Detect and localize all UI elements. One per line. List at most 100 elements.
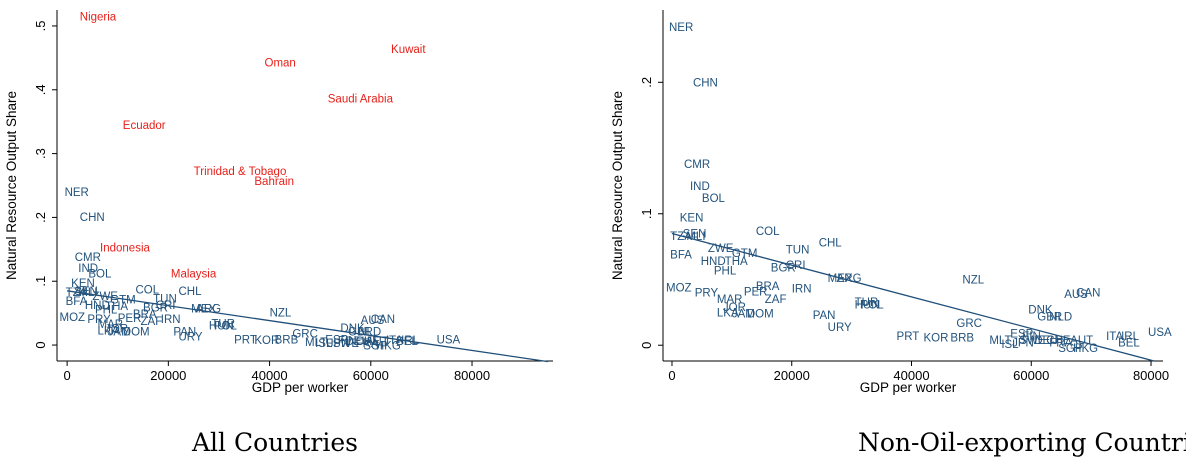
point-label-irl: IRL: [1121, 331, 1140, 343]
point-label-usa: USA: [1148, 327, 1172, 339]
point-label-deu: DEU: [345, 336, 369, 348]
point-label-hnd: HND: [85, 300, 110, 312]
x-tick-label: 20000: [150, 368, 186, 383]
point-label-mli: MLI: [686, 231, 705, 243]
point-label-swe: SWE: [333, 338, 360, 350]
point-label-hkg: HKG: [1073, 343, 1098, 355]
point-label-oman: Oman: [265, 57, 296, 69]
point-label-jor: JOR: [105, 323, 128, 335]
chart-non-oil-exporting-countries: 0 20000 40000 60000 80000 0 .1 .2 GDP per worker…: [610, 10, 1186, 457]
y-tick-label: 0: [33, 341, 48, 348]
point-label-aus: AUS: [361, 315, 385, 327]
point-label-irn: IRN: [792, 284, 812, 296]
point-label-esp: ESP: [325, 334, 348, 346]
x-tick-label: 20000: [774, 368, 810, 383]
point-label-cmr: CMR: [75, 252, 101, 264]
point-label-pol: POL: [861, 299, 885, 311]
y-tick-label: .2: [33, 212, 48, 223]
point-label-chn: CHN: [693, 77, 718, 89]
point-label-chn: CHN: [80, 212, 105, 224]
point-label-bgr: BGR: [143, 302, 168, 314]
point-label-bgr: BGR: [771, 263, 796, 275]
point-label-per: PER: [744, 286, 768, 298]
point-label-gbr: GBR: [1037, 311, 1062, 323]
point-label-ita: ITA: [386, 335, 403, 347]
point-label-esp: ESP: [1010, 328, 1033, 340]
point-label-pol: POL: [214, 320, 238, 332]
x-tick-label: 60000: [1013, 368, 1049, 383]
point-label-mlt: MLT: [989, 335, 1011, 347]
x-tick-label: 0: [668, 368, 675, 383]
point-label-can: CAN: [371, 314, 395, 326]
point-label-isl: ISL: [1001, 339, 1019, 351]
point-label-tun: TUN: [153, 293, 177, 305]
point-label-bfa: BFA: [670, 250, 692, 262]
point-label-jam: JAM: [108, 327, 131, 339]
point-label-fra: FRA: [1049, 338, 1072, 350]
x-tick-label: 80000: [454, 368, 490, 383]
point-label-ken: KEN: [71, 278, 95, 290]
point-label-dom: DOM: [123, 327, 150, 339]
point-label-malaysia: Malaysia: [171, 269, 217, 281]
point-label-mex: MEX: [828, 273, 853, 285]
point-label-sgp: SGP: [363, 341, 388, 353]
point-label-per: PER: [118, 313, 142, 325]
point-label-nld: NLD: [358, 327, 381, 339]
point-label-col: COL: [135, 285, 159, 297]
point-label-bra: BRA: [133, 309, 157, 321]
y-tick-label: .3: [33, 148, 48, 159]
point-label-tur: TUR: [211, 318, 235, 330]
point-label-prt: PRT: [234, 334, 257, 346]
point-label-bel: BEL: [396, 336, 418, 348]
point-label-aus: AUS: [1064, 289, 1088, 301]
point-label-nzl: NZL: [270, 307, 292, 319]
x-tick-label: 0: [64, 368, 71, 383]
point-label-col: COL: [756, 226, 780, 238]
point-label-hnd: HND: [701, 256, 726, 268]
point-label-ken: KEN: [680, 213, 704, 225]
point-label-trinidad-tobago: Trinidad & Tobago: [194, 166, 287, 178]
point-label-saudi-arabia: Saudi Arabia: [328, 94, 394, 106]
chart-caption: Non-Oil-exporting Countries: [858, 428, 1186, 457]
point-label-pan: PAN: [813, 310, 836, 322]
point-label-gbr: GBR: [348, 327, 373, 339]
point-label-fin: FIN: [1022, 331, 1041, 343]
point-label-arg: ARG: [837, 273, 862, 285]
y-tick-label: .5: [33, 21, 48, 32]
point-label-bol: BOL: [88, 269, 112, 281]
point-label-chl: CHL: [178, 286, 202, 298]
point-label-phl: PHL: [95, 304, 118, 316]
fitted-line: [671, 232, 1155, 362]
point-label-brb: BRB: [275, 334, 299, 346]
point-label-ner: NER: [65, 187, 89, 199]
chart-caption: All Countries: [191, 428, 358, 457]
x-axis-title: GDP per worker: [860, 380, 957, 395]
x-tick-label: 40000: [893, 368, 929, 383]
point-label-deu: DEU: [1034, 335, 1058, 347]
point-label-ind: IND: [78, 263, 98, 275]
point-label-ind: IND: [690, 181, 710, 193]
point-label-jam: JAM: [732, 309, 755, 321]
point-label-mli: MLI: [78, 287, 97, 299]
point-label-indonesia: Indonesia: [100, 242, 150, 254]
point-label-sgp: SGP: [1058, 343, 1083, 355]
point-label-kor: KOR: [254, 335, 279, 347]
point-label-bahrain: Bahrain: [254, 176, 294, 188]
point-label-lka: LKA: [97, 325, 119, 337]
y-tick-label: .1: [33, 276, 48, 287]
point-label-ita: ITA: [1106, 331, 1123, 343]
point-label-zaf: ZAF: [765, 294, 787, 306]
point-label-jpn: JPN: [1012, 338, 1034, 350]
point-label-pry: PRY: [87, 314, 111, 326]
point-label-ury: URY: [828, 322, 852, 334]
point-label-tza: TZA: [66, 287, 88, 299]
point-label-ner: NER: [669, 22, 693, 34]
point-label-phl: PHL: [714, 265, 737, 277]
point-label-dnk: DNK: [1028, 305, 1053, 317]
point-label-zwe: ZWE: [708, 243, 734, 255]
point-label-aut: AUT: [366, 336, 389, 348]
point-label-chl: CHL: [819, 238, 843, 250]
point-label-che: CHE: [356, 336, 381, 348]
point-label-hun: HUN: [209, 320, 234, 332]
